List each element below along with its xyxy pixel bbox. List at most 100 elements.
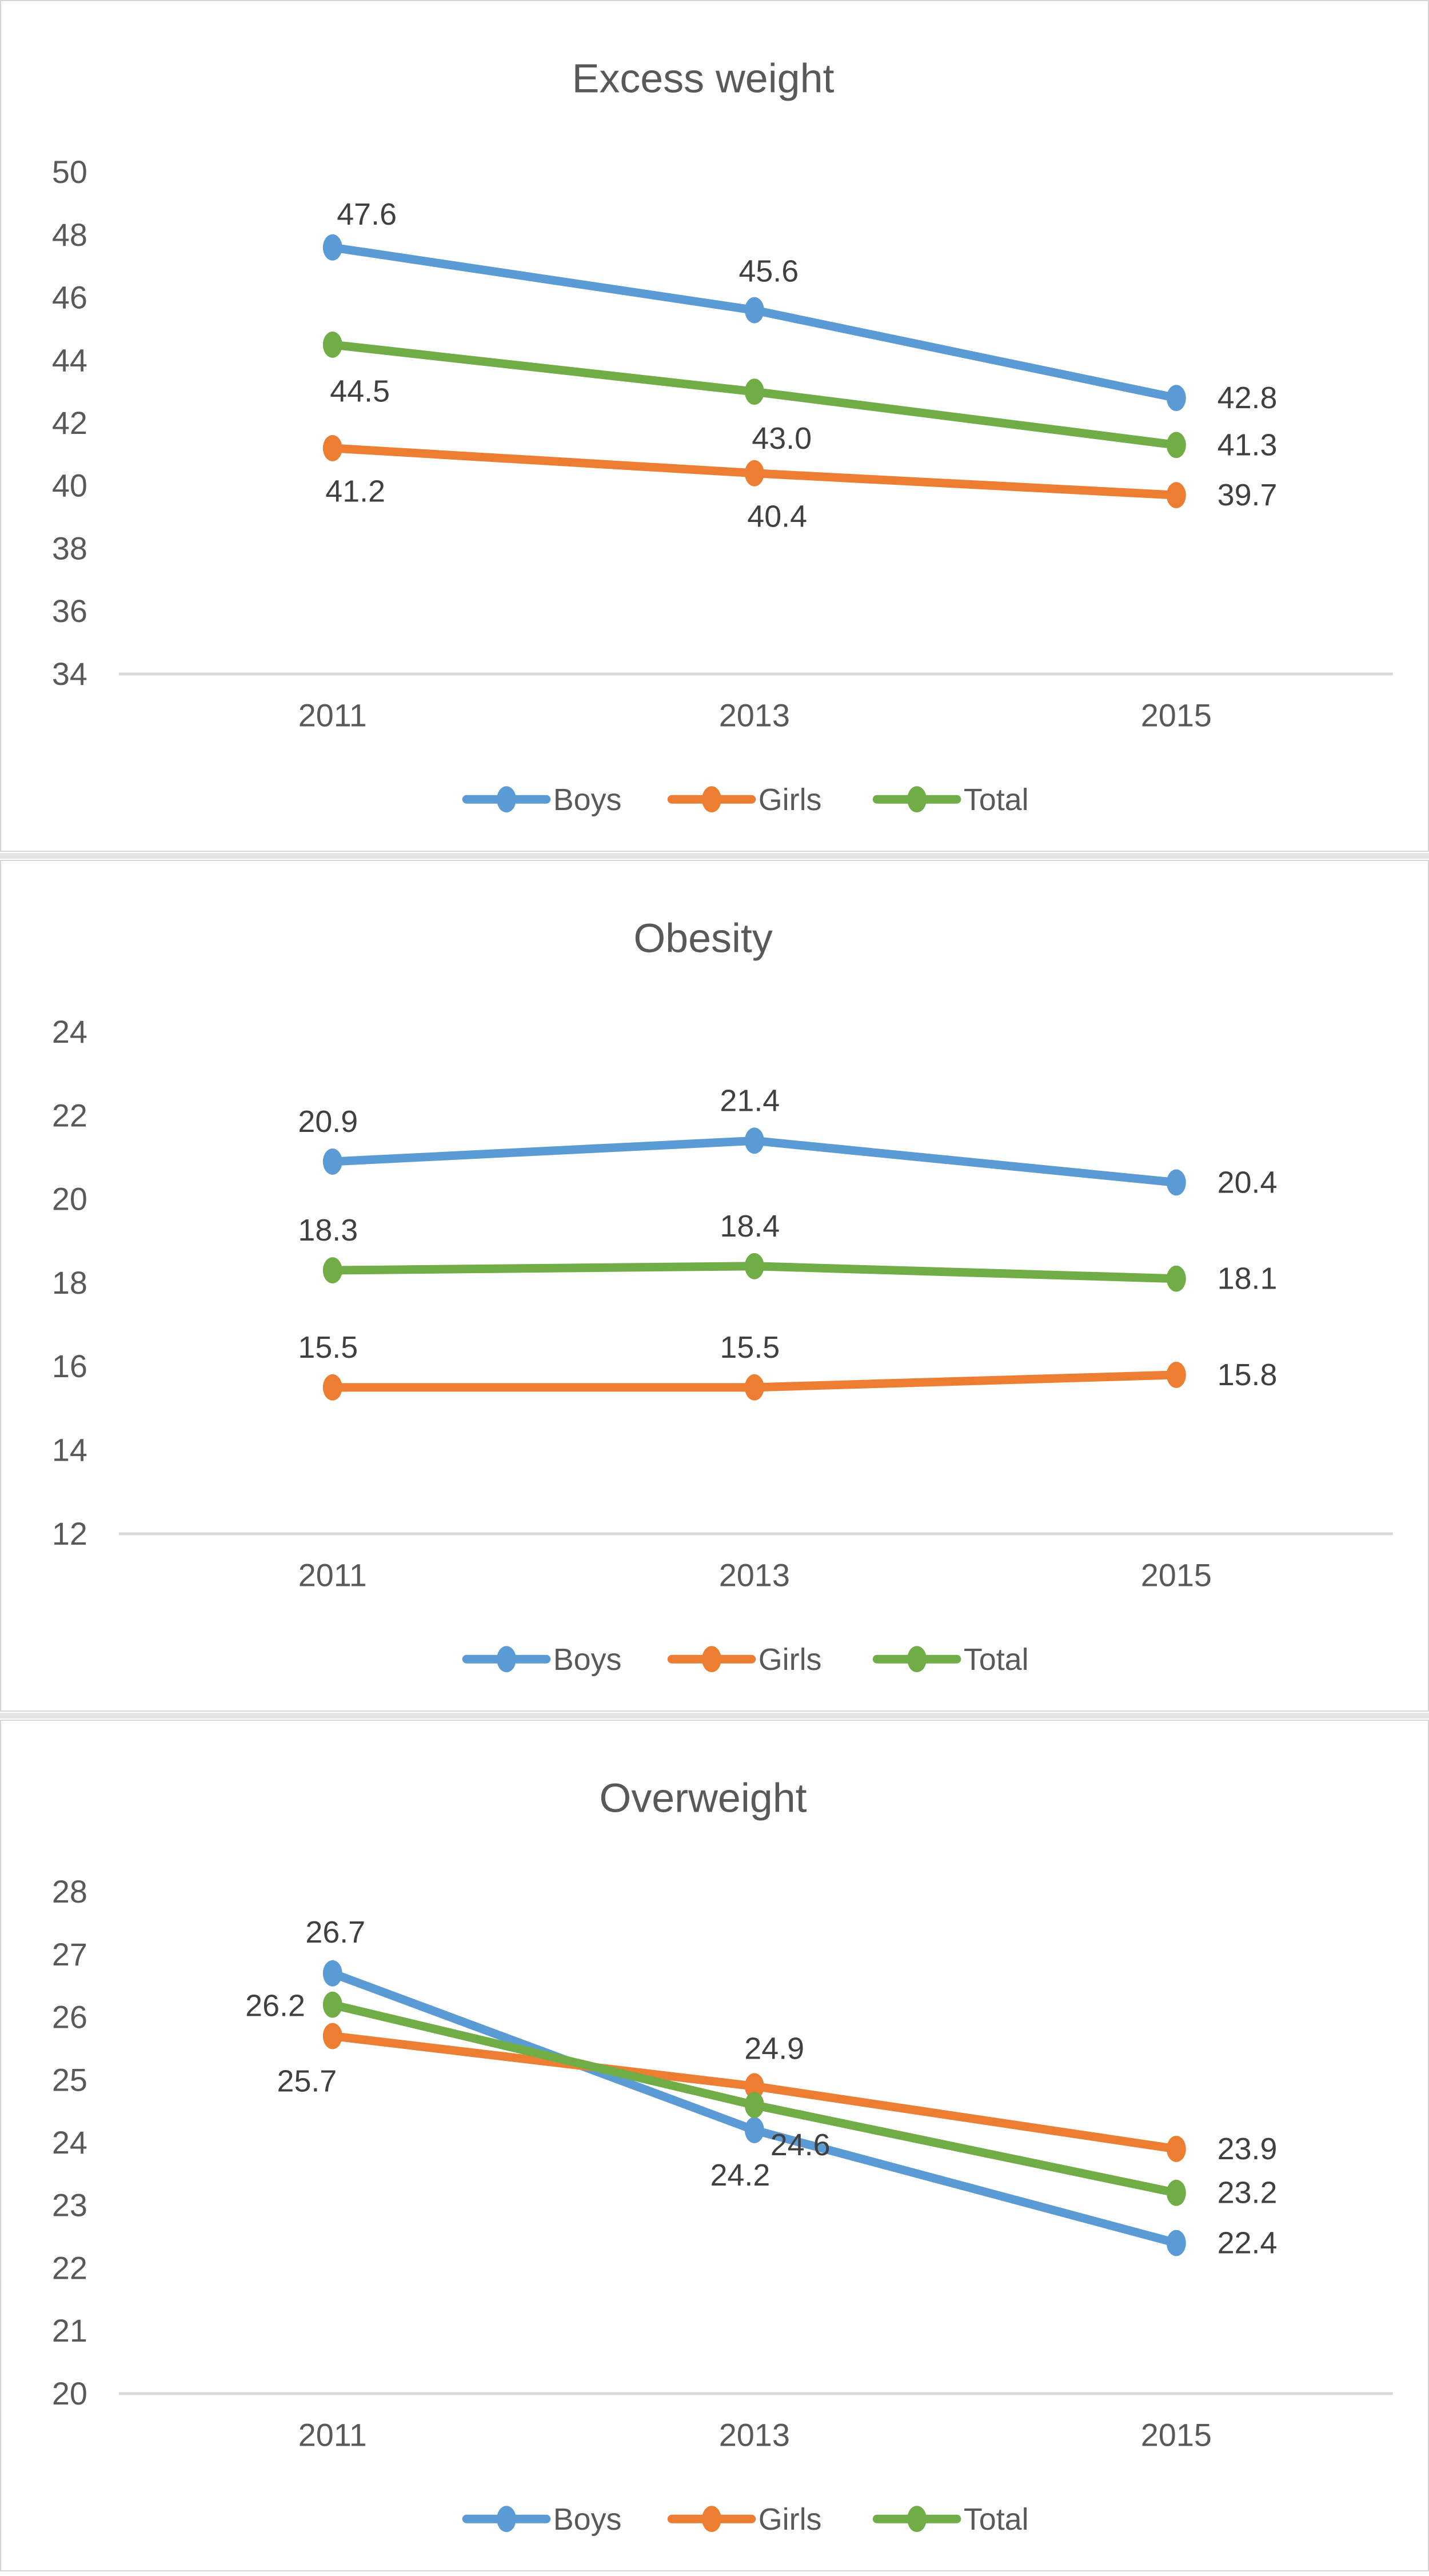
legend-label-total: Total (964, 1642, 1029, 1677)
chart-title: Excess weight (572, 56, 835, 102)
data-point-total-2015 (1166, 1265, 1186, 1292)
data-point-boys-2015 (1166, 1169, 1186, 1196)
legend-label-boys: Boys (553, 2502, 622, 2537)
series-boys: 20.9 21.4 20.4 (298, 1083, 1277, 1199)
data-label-boys-2011: 20.9 (298, 1104, 358, 1139)
chart-panel-overweight: Overweight 28 27 26 25 24 23 22 21 20 2011 2013 2015… (0, 1720, 1429, 2571)
x-axis-tick-label: 2015 (1141, 1557, 1212, 1593)
legend: Boys Girls Total (462, 1642, 1029, 1677)
y-axis-tick-label: 26 (52, 1999, 87, 2035)
panel-divider (0, 852, 1429, 860)
data-point-boys-2011 (322, 1148, 342, 1175)
chart-panel-excess-weight: Excess weight 50 48 46 44 42 40 38 36 34 2011 2013 2… (0, 0, 1429, 852)
data-label-total-2011: 26.2 (245, 1989, 305, 2023)
x-axis-tick-label: 2013 (719, 2417, 790, 2453)
legend-label-total: Total (964, 2502, 1029, 2537)
x-axis-tick-label: 2011 (298, 2417, 367, 2453)
data-point-girls-2011 (322, 1374, 342, 1401)
legend-marker-total (907, 1646, 927, 1673)
data-point-total-2011 (322, 1257, 342, 1284)
y-axis-tick-label: 27 (52, 1936, 87, 1972)
data-point-total-2011 (322, 331, 342, 358)
data-point-boys-2013 (744, 2117, 764, 2144)
data-point-total-2011 (322, 1991, 342, 2018)
y-axis-tick-label: 48 (52, 217, 87, 253)
data-point-total-2013 (744, 2092, 764, 2119)
data-label-boys-2011: 26.7 (305, 1915, 365, 1949)
legend-item-boys: Boys (462, 1642, 622, 1677)
legend-label-girls: Girls (759, 2502, 822, 2537)
x-axis-tick-label: 2011 (298, 1557, 367, 1593)
chart-title: Overweight (599, 1776, 807, 1821)
y-axis-tick-label: 21 (52, 2312, 87, 2348)
legend-marker-total (907, 2506, 927, 2533)
data-label-total-2013: 24.6 (771, 2128, 831, 2162)
data-point-boys-2013 (744, 1127, 764, 1154)
series-girls: 41.2 40.4 39.7 (322, 434, 1278, 534)
data-point-boys-2011 (322, 234, 342, 261)
panel-divider (0, 1712, 1429, 1720)
legend-label-girls: Girls (759, 783, 822, 817)
y-axis-tick-label: 23 (52, 2187, 87, 2223)
legend-item-total: Total (872, 1642, 1029, 1677)
y-axis-tick-label: 24 (52, 2124, 87, 2160)
data-point-girls-2011 (322, 434, 342, 461)
series-girls: 25.7 24.9 23.9 (277, 2023, 1278, 2166)
x-axis-tick-label: 2011 (298, 697, 367, 733)
legend-item-boys: Boys (462, 2502, 622, 2537)
data-label-boys-2015: 20.4 (1218, 1165, 1278, 1199)
chart-title: Obesity (633, 916, 773, 962)
legend-item-girls: Girls (667, 2502, 822, 2537)
data-point-girls-2013 (744, 2073, 764, 2100)
y-axis-tick-label: 14 (52, 1432, 87, 1468)
data-label-total-2011: 18.3 (298, 1213, 358, 1247)
data-label-boys-2015: 22.4 (1218, 2226, 1278, 2260)
data-point-total-2015 (1166, 2179, 1186, 2206)
data-label-boys-2015: 42.8 (1218, 381, 1278, 415)
y-axis-tick-label: 36 (52, 593, 87, 629)
data-label-boys-2013: 21.4 (720, 1083, 780, 1118)
data-point-boys-2011 (322, 1960, 342, 1987)
data-point-girls-2015 (1166, 2136, 1186, 2162)
y-axis-tick-label: 16 (52, 1348, 87, 1384)
x-axis-tick-label: 2015 (1141, 697, 1212, 733)
y-axis-tick-label: 18 (52, 1265, 87, 1301)
legend-label-total: Total (964, 783, 1029, 817)
y-axis-tick-label: 38 (52, 530, 87, 566)
series-total: 26.2 24.6 23.2 (245, 1989, 1277, 2210)
data-label-total-2013: 18.4 (720, 1209, 780, 1243)
legend-marker-boys (497, 1646, 516, 1673)
legend-marker-girls (702, 2506, 721, 2533)
legend-item-girls: Girls (667, 1642, 821, 1677)
legend-label-boys: Boys (553, 1642, 622, 1677)
data-point-girls-2013 (744, 460, 764, 487)
legend-item-boys: Boys (462, 783, 622, 817)
legend-label-boys: Boys (553, 783, 622, 817)
data-point-boys-2015 (1166, 2230, 1186, 2256)
data-label-total-2015: 23.2 (1218, 2176, 1278, 2210)
data-label-girls-2015: 39.7 (1218, 478, 1278, 512)
data-label-girls-2013: 40.4 (747, 500, 807, 534)
legend-marker-girls (702, 786, 721, 813)
data-label-boys-2013: 45.6 (739, 254, 799, 289)
legend: Boys Girls Total (462, 783, 1029, 817)
series-girls: 15.5 15.5 15.8 (298, 1330, 1277, 1401)
y-axis-tick-label: 44 (52, 342, 87, 378)
data-label-total-2015: 41.3 (1218, 428, 1278, 462)
data-point-girls-2015 (1166, 482, 1186, 509)
data-point-girls-2013 (744, 1374, 764, 1401)
data-point-total-2013 (744, 1253, 764, 1279)
x-axis-tick-label: 2013 (719, 697, 790, 733)
data-label-girls-2015: 23.9 (1218, 2132, 1278, 2166)
y-axis-tick-label: 46 (52, 280, 87, 316)
y-axis-tick-label: 34 (52, 656, 87, 692)
data-label-girls-2013: 24.9 (744, 2031, 804, 2065)
series-boys: 47.6 45.6 42.8 (322, 197, 1278, 415)
data-label-total-2015: 18.1 (1218, 1262, 1278, 1296)
data-point-boys-2015 (1166, 385, 1186, 412)
legend-marker-boys (497, 786, 516, 813)
series-boys: 26.7 24.2 22.4 (305, 1915, 1277, 2260)
chart-panel-obesity: Obesity 24 22 20 18 16 14 12 2011 2013 2015 20.9 21.… (0, 860, 1429, 1712)
data-label-boys-2013: 24.2 (710, 2158, 770, 2192)
